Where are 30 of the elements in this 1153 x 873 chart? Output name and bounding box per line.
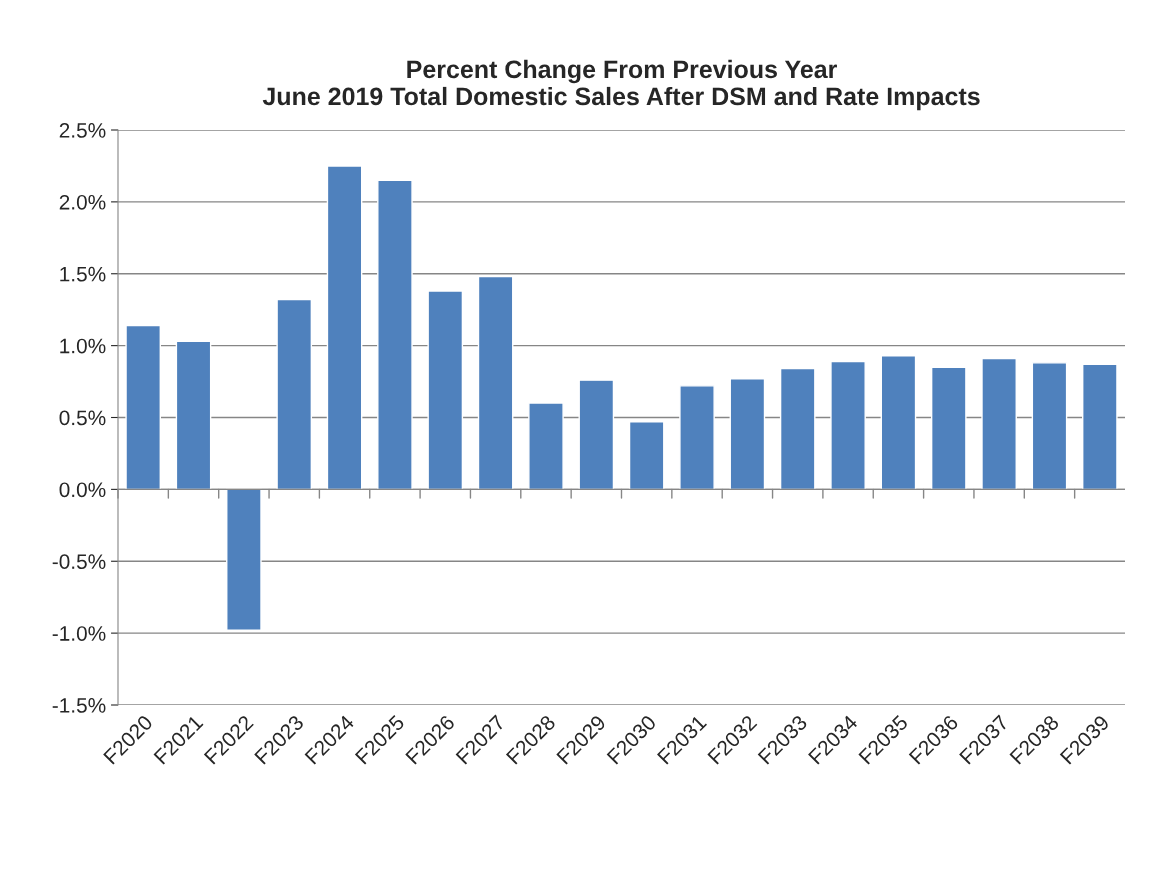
bar xyxy=(427,290,464,491)
bar xyxy=(779,367,816,491)
y-tick-label: 1.5% xyxy=(60,266,106,282)
chart-title: Percent Change From Previous Year June 2019 Total Domestic Sales After DSM and Rate Impacts xyxy=(262,59,980,111)
y-tick-label: -0.5% xyxy=(52,554,106,569)
bar xyxy=(477,275,514,491)
bar xyxy=(1031,362,1068,491)
bar xyxy=(1082,363,1118,491)
bar xyxy=(578,379,615,491)
bar xyxy=(125,324,161,491)
bar xyxy=(276,298,313,491)
bar xyxy=(930,366,967,491)
bar xyxy=(880,354,917,491)
bar xyxy=(679,385,715,491)
y-tick-label: -1.5% xyxy=(52,698,106,713)
bar xyxy=(528,402,564,491)
bar xyxy=(729,377,766,491)
bar xyxy=(830,360,866,491)
y-tick-label: -1.0% xyxy=(52,626,106,641)
y-tick-label: 1.0% xyxy=(60,338,106,354)
y-tick-label: 2.5% xyxy=(59,123,106,138)
y-tick-label: 0.0% xyxy=(59,482,106,498)
bar xyxy=(981,357,1017,491)
bar xyxy=(226,488,262,631)
y-tick-label: 0.5% xyxy=(59,410,106,426)
y-tick-label: 2.0% xyxy=(59,194,106,210)
bar xyxy=(175,340,212,491)
bar xyxy=(326,165,363,491)
bar xyxy=(377,179,413,491)
bar xyxy=(628,421,665,491)
